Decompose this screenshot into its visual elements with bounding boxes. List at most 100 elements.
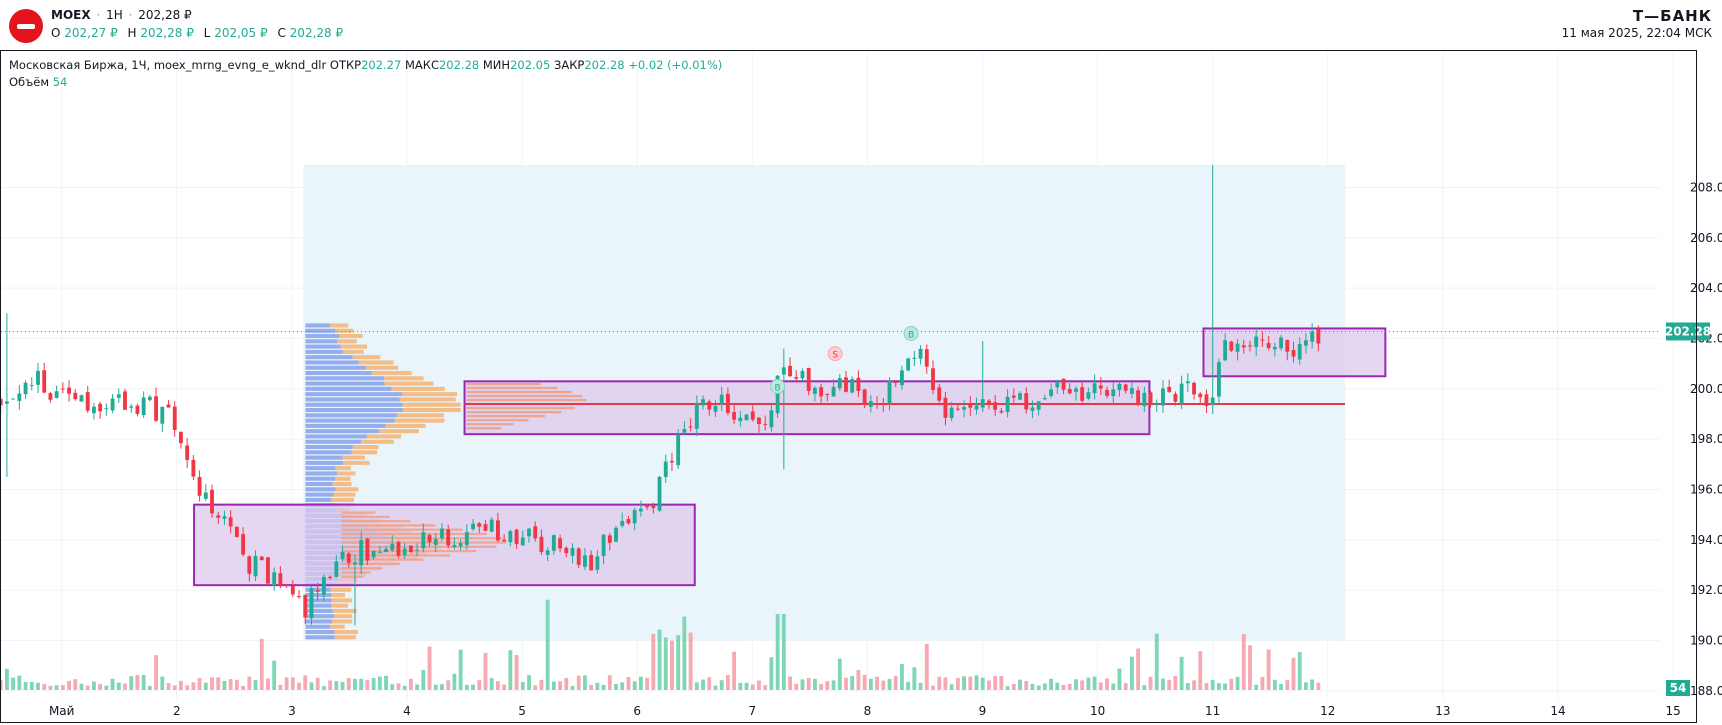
volume-bar bbox=[924, 643, 929, 690]
profile-row-up bbox=[305, 614, 335, 619]
volume-bar bbox=[135, 675, 140, 690]
candle-body bbox=[1179, 383, 1184, 405]
volume-bar bbox=[17, 675, 22, 690]
volume-bar bbox=[539, 680, 544, 690]
candle-body bbox=[1167, 386, 1172, 392]
volume-bar bbox=[912, 667, 917, 690]
candle-body bbox=[657, 476, 662, 511]
candle-body bbox=[725, 393, 730, 413]
candle-body bbox=[1086, 392, 1091, 399]
box-profile-row bbox=[466, 390, 572, 394]
candle-body bbox=[210, 489, 214, 514]
candle-body bbox=[744, 414, 749, 421]
candle-body bbox=[670, 460, 674, 463]
volume-bar bbox=[1024, 681, 1029, 690]
volume-bar bbox=[1297, 652, 1302, 690]
box-profile-row bbox=[341, 511, 376, 514]
moex-logo bbox=[9, 9, 43, 43]
volume-bar bbox=[315, 677, 320, 690]
volume-bar bbox=[1105, 678, 1109, 690]
volume-bar bbox=[887, 678, 892, 690]
brand-logo: Т—БАНК bbox=[1632, 7, 1712, 25]
volume-bar bbox=[943, 677, 948, 690]
candle-body bbox=[719, 394, 724, 405]
candle-body bbox=[1129, 388, 1134, 394]
volume-bar bbox=[974, 675, 979, 690]
profile-row-down bbox=[329, 624, 345, 629]
candle-body bbox=[1030, 407, 1035, 411]
volume-bar bbox=[303, 675, 308, 690]
volume-bar bbox=[1030, 683, 1035, 690]
volume-bar bbox=[253, 680, 258, 690]
volume-bar bbox=[471, 684, 475, 690]
y-tick-label: 196.00 bbox=[1690, 483, 1722, 497]
volume-bar bbox=[663, 637, 668, 690]
box-profile-row bbox=[341, 567, 383, 570]
volume-bar bbox=[228, 679, 233, 690]
profile-row-down bbox=[358, 360, 394, 365]
candle-body bbox=[732, 412, 737, 420]
candle-body bbox=[315, 590, 320, 592]
x-tick-label: 15 bbox=[1665, 704, 1680, 718]
profile-row-up bbox=[305, 476, 335, 481]
profile-row-down bbox=[378, 429, 419, 434]
profile-row-down bbox=[399, 397, 456, 402]
volume-bar bbox=[496, 681, 500, 690]
volume-bar bbox=[1055, 682, 1060, 690]
volume-bar bbox=[645, 677, 650, 690]
volume-bar bbox=[259, 638, 264, 690]
volume-bar bbox=[377, 676, 382, 690]
profile-row-down bbox=[383, 376, 424, 381]
volume-bar bbox=[359, 678, 364, 690]
box-profile-row bbox=[341, 524, 436, 527]
volume-bar bbox=[1241, 634, 1246, 690]
volume-bar bbox=[36, 682, 40, 690]
candle-body bbox=[868, 401, 873, 407]
volume-bar bbox=[595, 682, 600, 690]
volume-bar bbox=[1291, 657, 1296, 690]
interval[interactable]: 1H bbox=[106, 8, 123, 22]
candle-body bbox=[377, 551, 382, 553]
profile-row-down bbox=[394, 418, 445, 423]
candle-body bbox=[993, 402, 998, 410]
candle-body bbox=[999, 410, 1004, 413]
profile-row-up bbox=[305, 481, 333, 487]
candle-body bbox=[334, 561, 339, 578]
volume-bar bbox=[676, 635, 681, 690]
volume-bar bbox=[0, 679, 3, 690]
volume-bar bbox=[210, 677, 214, 690]
volume-bar bbox=[688, 632, 693, 690]
volume-bar bbox=[1316, 682, 1321, 690]
profile-row-down bbox=[334, 476, 351, 481]
volume-bar bbox=[750, 684, 755, 690]
box-profile-row bbox=[341, 515, 390, 519]
ticker-line: MOEX · 1H · 202,28 ₽ bbox=[51, 8, 192, 22]
candle-body bbox=[1223, 340, 1228, 361]
candle-body bbox=[29, 385, 34, 387]
profile-row-down bbox=[331, 497, 355, 502]
y-tick-label: 188.00 bbox=[1690, 684, 1722, 698]
profile-row-up bbox=[305, 333, 340, 339]
candle-body bbox=[402, 548, 407, 556]
candle-body bbox=[781, 367, 786, 375]
candle-body bbox=[446, 529, 451, 546]
volume-bar bbox=[819, 683, 824, 690]
symbol[interactable]: MOEX bbox=[51, 8, 91, 22]
candle-body bbox=[918, 348, 923, 359]
candle-body bbox=[458, 543, 463, 547]
profile-row-up bbox=[305, 386, 392, 391]
candle-body bbox=[1154, 403, 1159, 406]
volume-bar bbox=[1216, 683, 1221, 690]
box-profile-row bbox=[341, 562, 400, 566]
candle-body bbox=[1229, 341, 1234, 351]
volume-bar bbox=[1123, 683, 1128, 690]
signal-marker bbox=[770, 378, 786, 394]
ohlc-line: O 202,27 ₽ H 202,28 ₽ L 202,05 ₽ C 202,2… bbox=[51, 26, 349, 40]
volume-bar bbox=[290, 677, 295, 690]
volume-bar bbox=[806, 677, 811, 690]
signal-label: S bbox=[832, 351, 838, 361]
candle-body bbox=[247, 556, 252, 574]
volume-bar bbox=[812, 678, 817, 690]
volume-bar bbox=[123, 683, 127, 690]
